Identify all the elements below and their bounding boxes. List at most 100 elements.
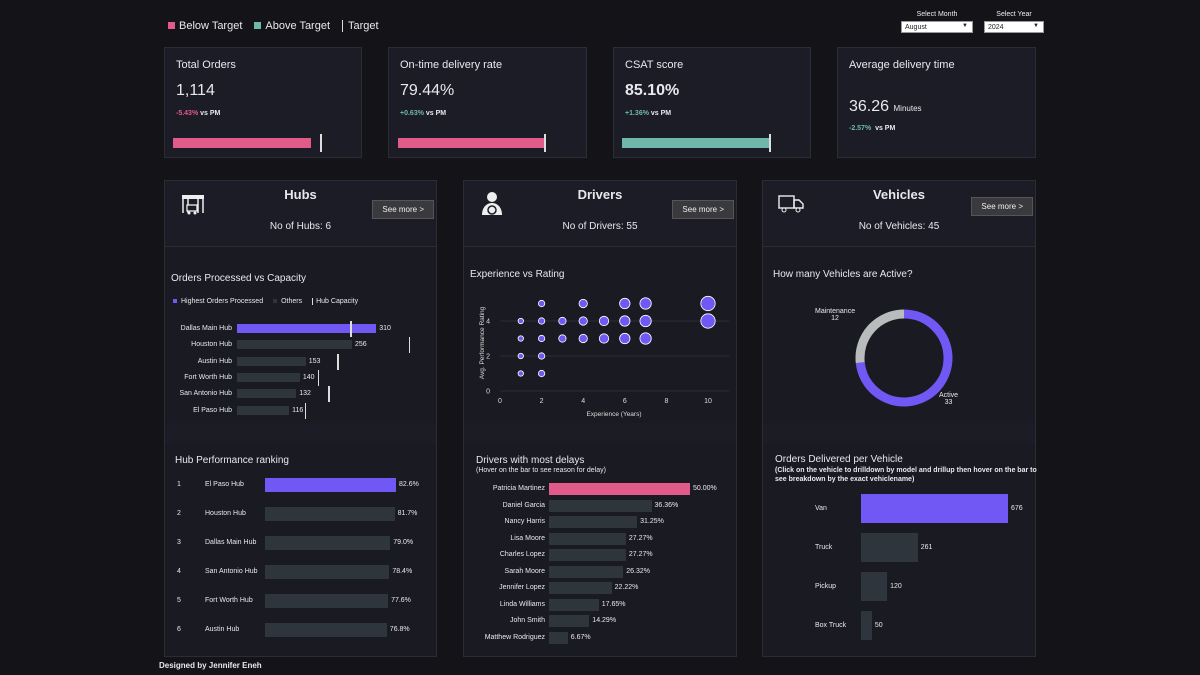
kpi-title: CSAT score: [625, 59, 684, 71]
kpi-target-marker: [320, 134, 322, 152]
rank-value: 76.8%: [389, 626, 410, 633]
delay-value: 14.29%: [592, 617, 617, 624]
rank-bar: [265, 478, 396, 492]
rank-number: 4: [177, 568, 181, 575]
driver-name: Daniel Garcia: [502, 501, 545, 509]
section-title: Drivers: [577, 187, 623, 202]
rank-number: 2: [177, 510, 181, 517]
chart-title: Drivers with most delays: [476, 455, 585, 466]
hub-capacity-marker: [328, 386, 330, 403]
driver-name: Matthew Rodriguez: [484, 633, 545, 641]
vehicles-header: Vehicles No of Vehicles: 45 See more >: [763, 181, 1035, 247]
rank-value: 79.0%: [393, 539, 414, 546]
vehicle-value: 676: [1011, 505, 1023, 512]
scatter-point: [517, 352, 524, 360]
driver-name: Linda Williams: [499, 600, 545, 608]
kpi-change: -2.57% vs PM: [849, 125, 896, 132]
chart-title: Experience vs Rating: [470, 269, 565, 280]
scatter-point: [558, 316, 567, 326]
dropdown-arrow-icon: ▼: [1033, 23, 1039, 29]
kpi-value: 36.26 Minutes: [849, 98, 922, 115]
section-title: Vehicles: [872, 187, 926, 202]
kpi-progress-bar: [622, 138, 770, 148]
rank-value: 82.6%: [399, 481, 419, 488]
hub-label: El Paso Hub: [193, 406, 232, 414]
rank-number: 1: [177, 481, 181, 488]
hub-capacity-marker: [317, 369, 320, 386]
rank-bar: [265, 565, 390, 579]
vehicle-value: 261: [920, 544, 933, 551]
donut-chart: [855, 309, 953, 407]
rank-bar: [265, 507, 395, 521]
kpi-title: Average delivery time: [849, 59, 955, 71]
kpi-target-marker: [544, 134, 546, 152]
vehicle-name: Truck: [815, 544, 833, 551]
donut-active-slice: [855, 309, 953, 407]
delay-value: 22.22%: [614, 584, 639, 591]
delay-value: 31.25%: [640, 518, 664, 525]
vehicles-see-more-button[interactable]: See more >: [971, 197, 1033, 216]
x-axis-label: Experience (Years): [586, 411, 641, 418]
x-tick-label: 0: [498, 398, 502, 405]
delay-bar: [549, 615, 590, 627]
rank-hub-name: Houston Hub: [205, 510, 246, 517]
chart-subtitle: (Hover on the bar to see reason for dela…: [476, 467, 606, 474]
x-tick-label: 6: [623, 398, 627, 405]
vehicle-name: Van: [815, 505, 827, 512]
y-tick-label: 4: [486, 319, 490, 326]
scatter-point: [578, 316, 588, 326]
chart-title: Orders Processed vs Capacity: [171, 273, 307, 284]
rank-number: 5: [177, 597, 181, 604]
drivers-section: Drivers No of Drivers: 55 See more > Exp…: [463, 180, 737, 657]
rank-value: 81.7%: [397, 510, 418, 517]
year-select[interactable]: 2024 ▼: [984, 21, 1044, 33]
vehicle-value: 50: [874, 622, 883, 629]
drivers-count: No of Drivers: 55: [562, 221, 638, 232]
scatter-point: [578, 333, 588, 344]
hub-capacity-marker: [304, 402, 307, 419]
legend-above: Above Target: [254, 20, 330, 32]
hub-orders-value: 310: [379, 325, 391, 332]
kpi-csat: CSAT score 85.10% +1.36% vs PM: [613, 47, 811, 158]
hub-orders-bar: [237, 372, 300, 382]
hub-orders-bar: [237, 324, 377, 333]
hub-capacity-marker: [350, 321, 352, 337]
driver-name: Patricia Martinez: [492, 485, 545, 492]
scatter-point: [598, 333, 610, 344]
hub-orders-bar: [237, 356, 306, 366]
chart-title: Hub Performance ranking: [175, 455, 289, 466]
x-tick-label: 2: [540, 398, 544, 405]
delay-bar: [549, 516, 638, 528]
kpi-title: On-time delivery rate: [400, 59, 503, 71]
scatter-point: [619, 297, 631, 310]
delay-value: 36.36%: [654, 501, 679, 509]
kpi-total-orders: Total Orders 1,114 -5.43% vs PM: [164, 47, 362, 158]
delay-value: 26.32%: [626, 567, 650, 575]
hub-label: Fort Worth Hub: [184, 373, 232, 381]
scatter-point: [517, 335, 524, 342]
drivers-see-more-button[interactable]: See more >: [672, 200, 734, 219]
scatter-point: [639, 297, 652, 310]
hub-capacity-marker: [408, 337, 411, 354]
scatter-point: [639, 314, 652, 328]
chart-subtitle: (Click on the vehicle to drilldown by mo…: [775, 467, 1037, 483]
scatter-point: [517, 317, 524, 325]
hubs-count: No of Hubs: 6: [269, 221, 332, 232]
hubs-see-more-button[interactable]: See more >: [372, 200, 434, 219]
vehicle-bar: [861, 611, 872, 640]
driver-name: Jennifer Lopez: [499, 584, 545, 591]
year-label: Select Year: [996, 11, 1032, 18]
kpi-value: 1,114: [176, 82, 215, 99]
vehicle-name: Pickup: [815, 583, 837, 590]
chart-title: How many Vehicles are Active?: [773, 269, 913, 280]
y-tick-label: 2: [486, 354, 490, 361]
legend-below: Below Target: [168, 20, 242, 32]
delay-bar: [549, 499, 652, 512]
delay-bar: [549, 598, 599, 611]
vehicle-value: 120: [890, 583, 902, 590]
vehicle-bar: [861, 572, 888, 601]
hub-capacity-marker: [337, 353, 339, 370]
delay-value: 6.67%: [570, 633, 591, 641]
vehicles-section: Vehicles No of Vehicles: 45 See more > H…: [762, 180, 1037, 657]
month-select[interactable]: August ▼: [901, 21, 973, 33]
